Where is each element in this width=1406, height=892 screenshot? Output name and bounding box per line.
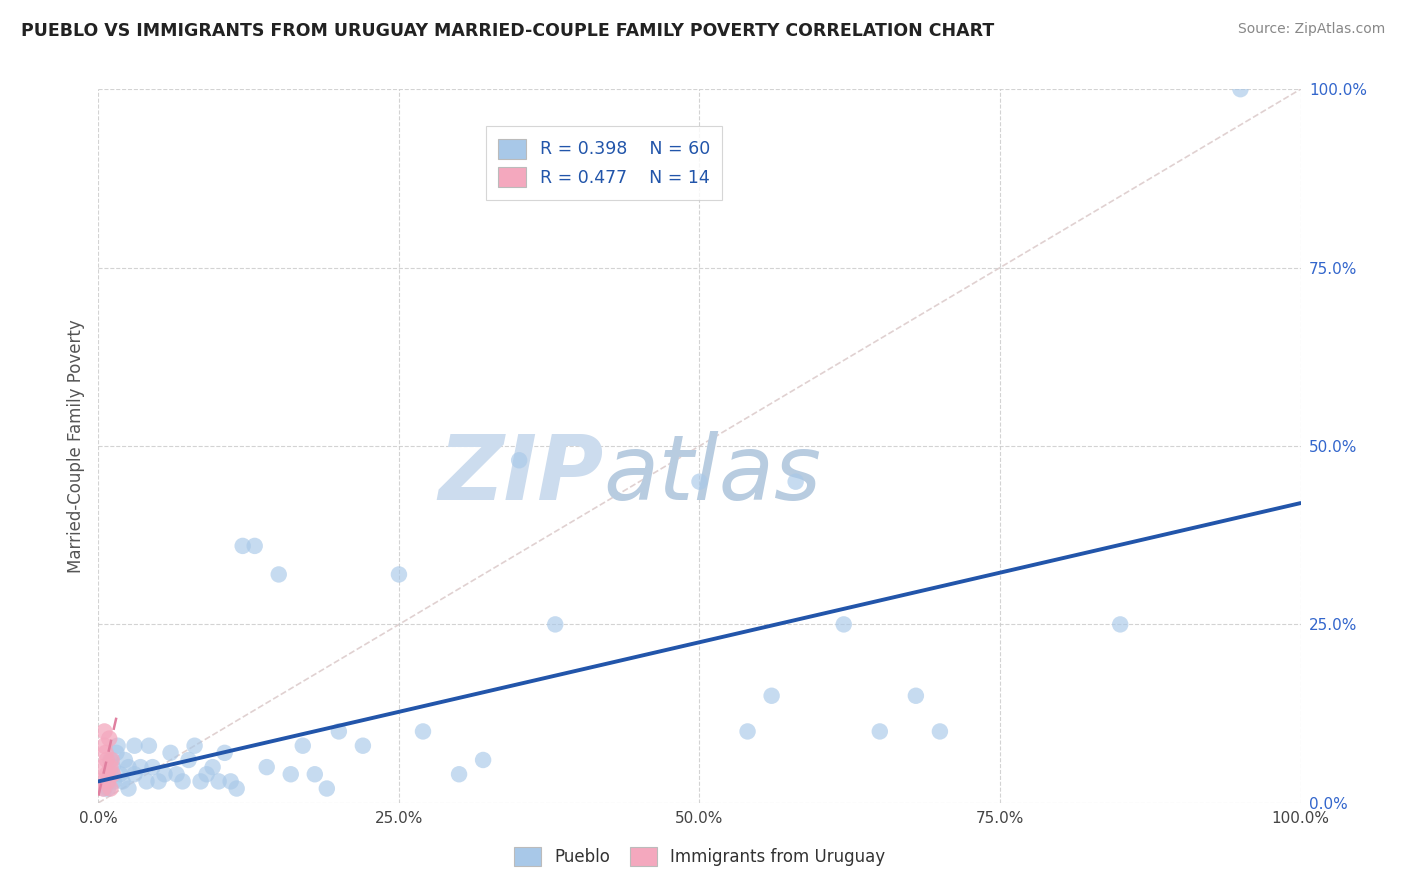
Point bbox=[447, 767, 470, 781]
Point bbox=[159, 746, 181, 760]
Point bbox=[93, 724, 115, 739]
Point bbox=[315, 781, 337, 796]
Point bbox=[785, 475, 807, 489]
Point bbox=[91, 781, 114, 796]
Point bbox=[96, 767, 118, 781]
Point bbox=[195, 767, 218, 781]
Point bbox=[97, 781, 120, 796]
Text: ZIP: ZIP bbox=[439, 431, 603, 518]
Point bbox=[291, 739, 314, 753]
Point bbox=[388, 567, 411, 582]
Point bbox=[135, 774, 157, 789]
Point bbox=[93, 739, 115, 753]
Point bbox=[93, 781, 115, 796]
Y-axis label: Married-Couple Family Poverty: Married-Couple Family Poverty bbox=[66, 319, 84, 573]
Point bbox=[688, 475, 710, 489]
Point bbox=[96, 774, 118, 789]
Point bbox=[832, 617, 855, 632]
Point bbox=[124, 739, 146, 753]
Point bbox=[101, 760, 124, 774]
Point bbox=[208, 774, 231, 789]
Point bbox=[98, 731, 121, 746]
Text: PUEBLO VS IMMIGRANTS FROM URUGUAY MARRIED-COUPLE FAMILY POVERTY CORRELATION CHAR: PUEBLO VS IMMIGRANTS FROM URUGUAY MARRIE… bbox=[21, 22, 994, 40]
Point bbox=[172, 774, 194, 789]
Point bbox=[100, 781, 122, 796]
Point bbox=[328, 724, 350, 739]
Point bbox=[267, 567, 290, 582]
Point bbox=[129, 760, 152, 774]
Point bbox=[1109, 617, 1132, 632]
Point bbox=[94, 746, 117, 760]
Point bbox=[108, 767, 131, 781]
Point bbox=[166, 767, 188, 781]
Point bbox=[141, 760, 163, 774]
Point bbox=[256, 760, 278, 774]
Point bbox=[91, 760, 114, 774]
Point bbox=[214, 746, 236, 760]
Point bbox=[304, 767, 326, 781]
Legend: Pueblo, Immigrants from Uruguay: Pueblo, Immigrants from Uruguay bbox=[508, 840, 891, 873]
Point bbox=[761, 689, 783, 703]
Point bbox=[96, 753, 118, 767]
Point bbox=[177, 753, 200, 767]
Point bbox=[508, 453, 530, 467]
Point bbox=[928, 724, 950, 739]
Point bbox=[219, 774, 242, 789]
Text: Source: ZipAtlas.com: Source: ZipAtlas.com bbox=[1237, 22, 1385, 37]
Point bbox=[107, 739, 129, 753]
Point bbox=[472, 753, 495, 767]
Point bbox=[90, 774, 112, 789]
Point bbox=[138, 739, 160, 753]
Point bbox=[201, 760, 224, 774]
Point bbox=[243, 539, 266, 553]
Point bbox=[117, 781, 139, 796]
Point bbox=[1229, 82, 1251, 96]
Point bbox=[100, 760, 122, 774]
Point bbox=[904, 689, 927, 703]
Point bbox=[111, 774, 134, 789]
Point bbox=[352, 739, 374, 753]
Point bbox=[232, 539, 254, 553]
Point bbox=[153, 767, 176, 781]
Point bbox=[869, 724, 891, 739]
Point bbox=[148, 774, 170, 789]
Point bbox=[117, 760, 139, 774]
Point bbox=[103, 774, 125, 789]
Point bbox=[225, 781, 247, 796]
Point bbox=[280, 767, 302, 781]
Point bbox=[100, 753, 122, 767]
Point bbox=[183, 739, 205, 753]
Text: atlas: atlas bbox=[603, 431, 821, 518]
Point bbox=[97, 774, 120, 789]
Point bbox=[114, 753, 136, 767]
Point bbox=[190, 774, 212, 789]
Point bbox=[124, 767, 146, 781]
Point bbox=[544, 617, 567, 632]
Point bbox=[101, 767, 124, 781]
Point bbox=[100, 767, 122, 781]
Point bbox=[412, 724, 434, 739]
Point bbox=[737, 724, 759, 739]
Point bbox=[100, 753, 122, 767]
Point bbox=[105, 746, 128, 760]
